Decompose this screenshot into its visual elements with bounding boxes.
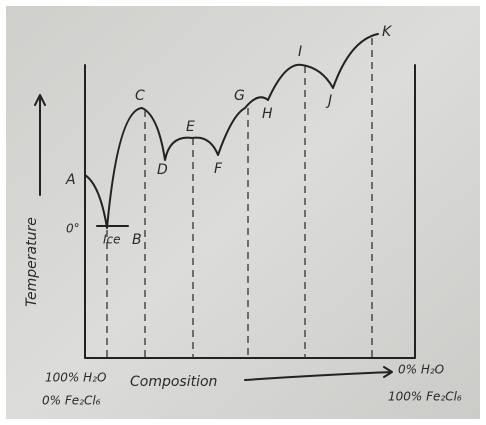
- x-axis-label: Composition: [130, 374, 217, 390]
- axes-frame: [84, 64, 416, 359]
- left-end-label: 0% Fe₂Cl₆: [42, 394, 101, 408]
- x-arrow: [244, 366, 393, 381]
- phase-curve: [84, 33, 379, 229]
- right-end-label: 0% H₂O: [398, 363, 444, 377]
- y-axis-label: Temperature: [24, 217, 40, 307]
- right-end-label: 100% Fe₂Cl₆: [388, 390, 462, 404]
- y-arrow: [34, 94, 46, 196]
- point-label: D: [157, 162, 168, 178]
- point-label: K: [382, 24, 393, 40]
- point-label: A: [65, 172, 76, 188]
- left-end-label: 100% H₂O: [45, 371, 106, 385]
- guides: [106, 38, 373, 358]
- ice-label: Ice: [103, 233, 121, 247]
- point-label: I: [298, 44, 302, 60]
- point-label: B: [132, 232, 142, 248]
- point-label: E: [186, 119, 195, 135]
- point-label: G: [234, 88, 245, 104]
- zero-label: 0°: [66, 222, 80, 236]
- point-label: H: [262, 106, 273, 122]
- point-label: J: [325, 93, 332, 109]
- point-label: C: [135, 88, 145, 104]
- point-label: F: [214, 161, 223, 177]
